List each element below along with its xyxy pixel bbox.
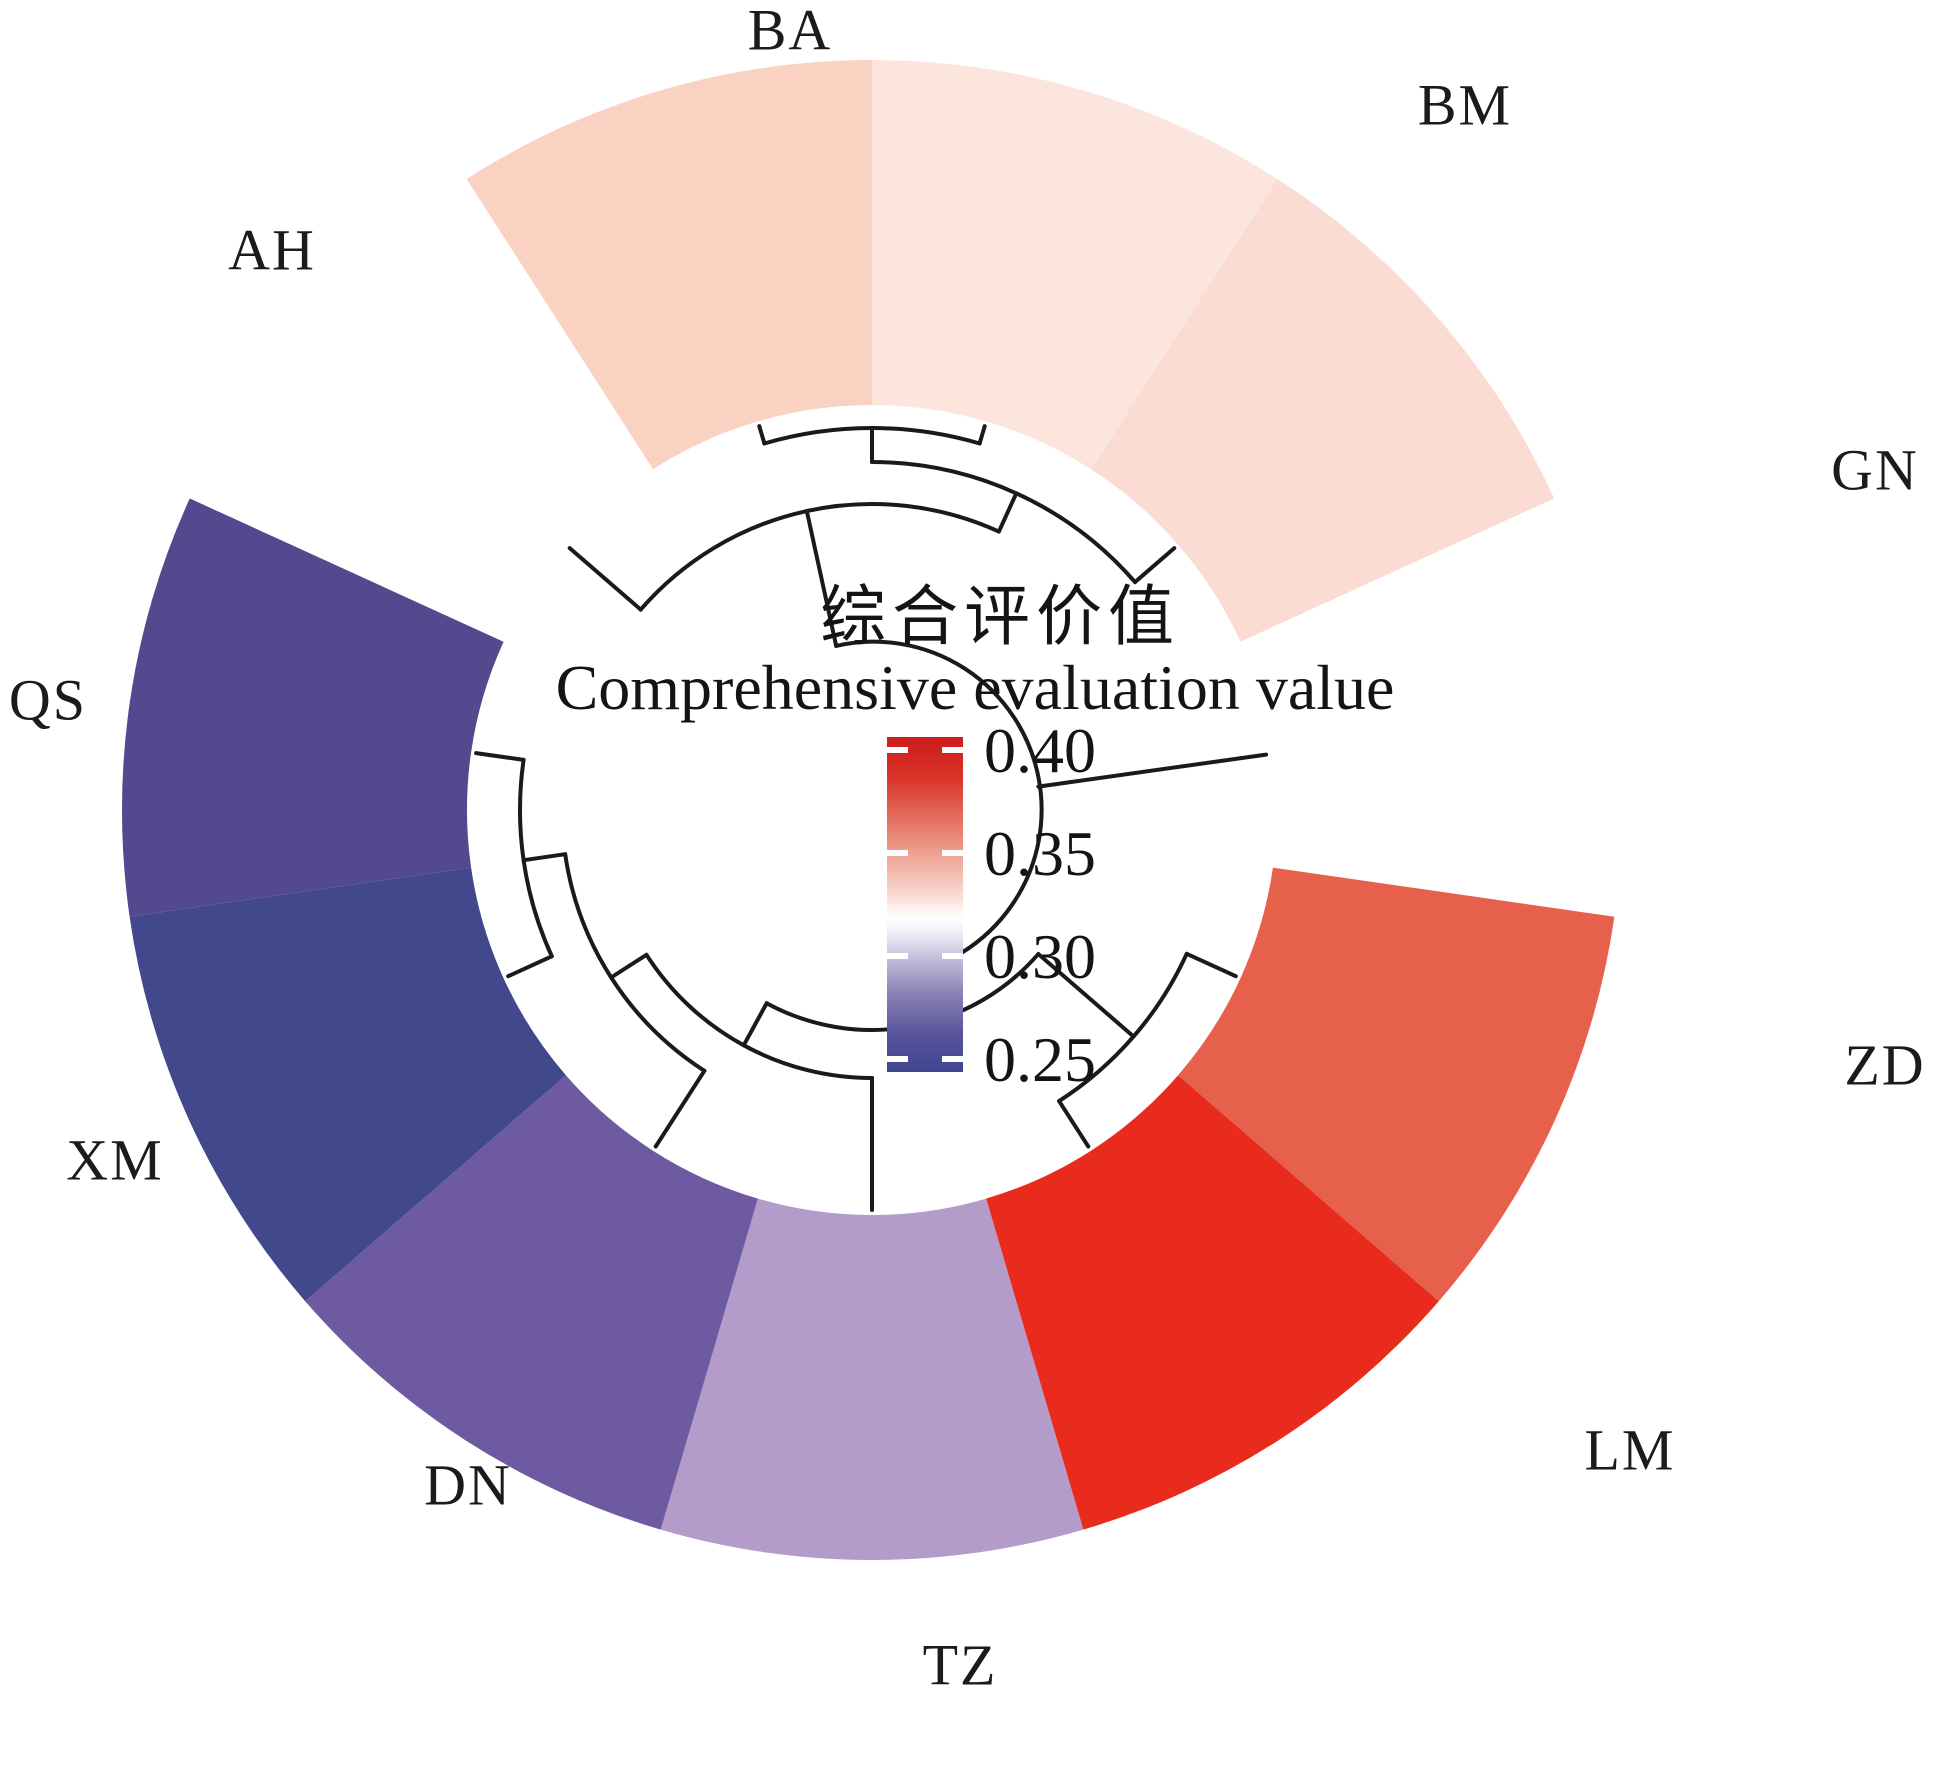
- dendrogram-branch: [757, 424, 767, 446]
- sector-label-DN: DN: [424, 1452, 512, 1518]
- dendrogram-branch: [567, 546, 643, 612]
- legend-tick-025: 0.25: [984, 1024, 1096, 1095]
- dendrogram-branch: [1184, 951, 1238, 979]
- sector-BA: [466, 60, 872, 470]
- dendrogram-branch: [977, 424, 987, 446]
- legend-tick-030: 0.30: [984, 921, 1096, 992]
- sector-label-BM: BM: [1417, 72, 1513, 138]
- dendrogram: [474, 424, 1269, 1212]
- sector-QS: [121, 498, 504, 917]
- dendrogram-root-stem: [1036, 752, 1269, 789]
- dendrogram-branch: [609, 952, 649, 980]
- legend-tick-040: 0.40: [984, 715, 1096, 786]
- colorbar-tick-mark: [887, 747, 908, 753]
- colorbar-tick-mark: [942, 953, 963, 959]
- dendrogram-branch: [653, 1068, 707, 1149]
- colorbar-tick-mark: [942, 747, 963, 753]
- sector-BM: [872, 60, 1278, 470]
- sector-DN: [305, 1075, 758, 1530]
- sector-label-GN: GN: [1831, 437, 1919, 503]
- sector-TZ: [660, 1198, 1084, 1560]
- legend-title-en: Comprehensive evaluation value: [555, 652, 1395, 723]
- legend-tick-035: 0.35: [984, 818, 1096, 889]
- sector-GN: [1091, 179, 1555, 642]
- sector-XM: [129, 867, 566, 1302]
- sector-label-BA: BA: [747, 0, 833, 63]
- sector-AH: [189, 179, 654, 642]
- dendrogram-branch: [741, 1001, 769, 1048]
- colorbar-tick-mark: [887, 850, 908, 856]
- sector-ZD: [1178, 867, 1615, 1302]
- dendrogram-arc: [834, 639, 1044, 978]
- sector-label-QS: QS: [8, 667, 88, 733]
- dendrogram-branch: [474, 751, 526, 762]
- sector-label-XM: XM: [66, 1127, 164, 1193]
- colorbar-tick-mark: [887, 953, 908, 959]
- sector-label-LM: LM: [1584, 1417, 1676, 1483]
- dendrogram-branch: [1133, 546, 1177, 585]
- dendrogram-branch: [1036, 952, 1136, 1039]
- dendrogram-branch: [1057, 1099, 1091, 1149]
- sector-label-TZ: TZ: [922, 1632, 998, 1698]
- legend-colorbar: [887, 737, 963, 1072]
- colorbar-gradient: [887, 737, 963, 1072]
- dendrogram-branch: [506, 954, 554, 979]
- colorbar-tick-mark: [942, 850, 963, 856]
- dendrogram-branch: [804, 509, 839, 648]
- sector-LM: [986, 1075, 1439, 1530]
- legend-title-zh: 综合评价值: [820, 581, 1180, 654]
- colorbar-tick-mark: [887, 1056, 908, 1062]
- colorbar-tick-mark: [942, 1056, 963, 1062]
- dendrogram-branch: [996, 491, 1019, 534]
- sector-label-AH: AH: [228, 217, 316, 283]
- dendrogram-branch: [521, 852, 568, 863]
- sector-label-ZD: ZD: [1844, 1032, 1926, 1098]
- sector-ring: [121, 60, 1615, 1560]
